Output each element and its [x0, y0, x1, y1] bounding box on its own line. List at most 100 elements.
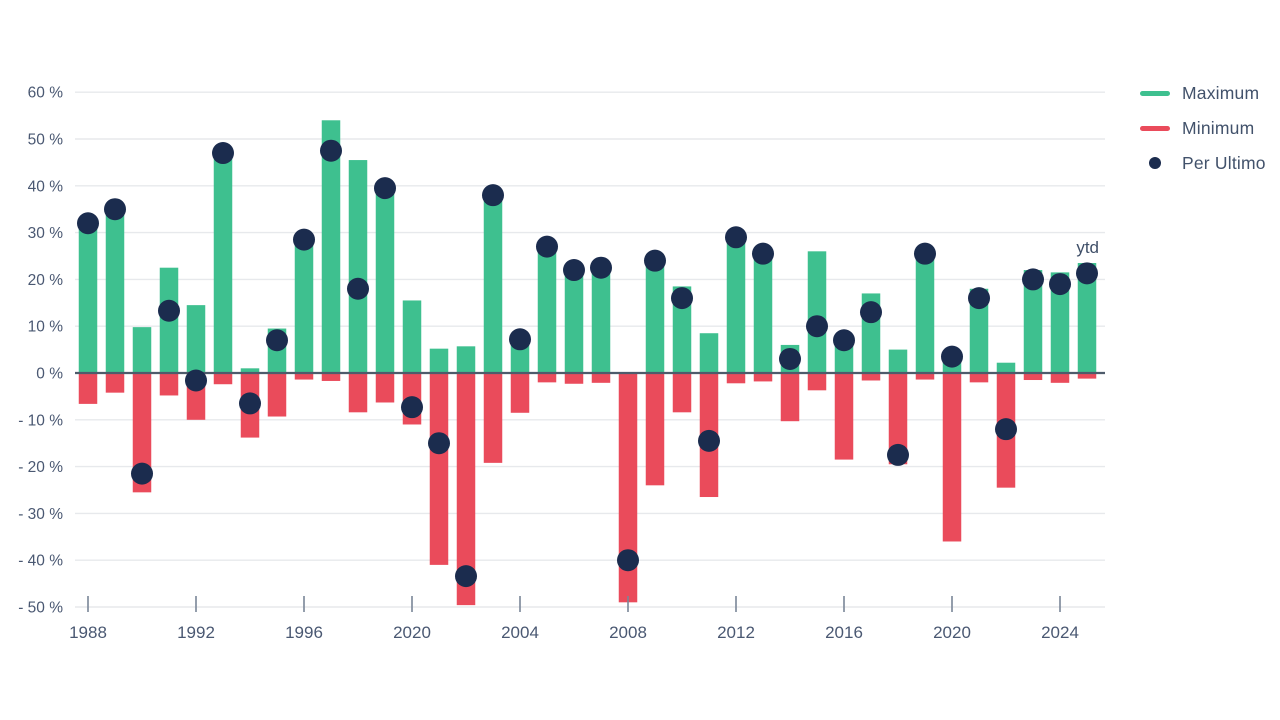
per-ultimo-dot-2005[interactable]	[536, 235, 558, 258]
max-bar-2007[interactable]	[591, 265, 611, 373]
min-bar-2003[interactable]	[483, 373, 503, 463]
per-ultimo-dot-1994[interactable]	[239, 392, 261, 415]
min-bar-1990[interactable]	[132, 373, 152, 493]
max-bar-2000[interactable]	[402, 300, 422, 373]
min-bar-2010[interactable]	[672, 373, 692, 413]
min-bar-1999[interactable]	[375, 373, 395, 403]
per-ultimo-dot-2025[interactable]	[1076, 262, 1098, 285]
per-ultimo-dot-2024[interactable]	[1049, 273, 1071, 296]
max-bar-2022[interactable]	[996, 362, 1016, 373]
per-ultimo-dot-2020[interactable]	[941, 345, 963, 368]
per-ultimo-dot-2010[interactable]	[671, 287, 693, 310]
max-bar-2019[interactable]	[915, 251, 935, 373]
min-bar-2005[interactable]	[537, 373, 557, 383]
min-bar-2025[interactable]	[1077, 373, 1097, 379]
min-bar-2008[interactable]	[618, 373, 638, 603]
max-bar-1997[interactable]	[321, 120, 341, 373]
max-bar-2015[interactable]	[807, 251, 827, 373]
max-bar-1998[interactable]	[348, 160, 368, 373]
per-ultimo-dot-2016[interactable]	[833, 329, 855, 352]
per-ultimo-dot-2022[interactable]	[995, 418, 1017, 441]
per-ultimo-dot-2023[interactable]	[1022, 268, 1044, 291]
max-bar-1994[interactable]	[240, 368, 260, 373]
min-bar-2012[interactable]	[726, 373, 746, 384]
per-ultimo-dot-1998[interactable]	[347, 277, 369, 300]
max-bar-2011[interactable]	[699, 333, 719, 373]
max-bar-1988[interactable]	[78, 220, 98, 373]
min-bar-2017[interactable]	[861, 373, 881, 381]
legend-item-maximum[interactable]: Maximum	[1140, 82, 1266, 104]
min-bar-1988[interactable]	[78, 373, 98, 404]
min-bar-2018[interactable]	[888, 373, 908, 465]
max-bar-2001[interactable]	[429, 348, 449, 373]
max-bar-2025[interactable]	[1077, 263, 1097, 373]
max-bar-2023[interactable]	[1023, 270, 1043, 373]
per-ultimo-dot-2015[interactable]	[806, 315, 828, 338]
per-ultimo-dot-2007[interactable]	[590, 256, 612, 279]
max-bar-2021[interactable]	[969, 288, 989, 373]
per-ultimo-dot-1990[interactable]	[131, 462, 153, 485]
min-bar-1998[interactable]	[348, 373, 368, 413]
per-ultimo-dot-1995[interactable]	[266, 329, 288, 352]
per-ultimo-dot-2000[interactable]	[401, 396, 423, 419]
per-ultimo-dot-2006[interactable]	[563, 259, 585, 282]
per-ultimo-dot-2002[interactable]	[455, 565, 477, 588]
per-ultimo-dot-2009[interactable]	[644, 249, 666, 272]
min-bar-1995[interactable]	[267, 373, 287, 417]
min-bar-2024[interactable]	[1050, 373, 1070, 383]
max-bar-1992[interactable]	[186, 305, 206, 373]
per-ultimo-dot-2012[interactable]	[725, 226, 747, 249]
min-bar-2015[interactable]	[807, 373, 827, 391]
legend-item-per-ultimo[interactable]: Per Ultimo	[1140, 152, 1266, 174]
max-bar-2006[interactable]	[564, 267, 584, 373]
min-bar-1989[interactable]	[105, 373, 125, 393]
min-bar-2016[interactable]	[834, 373, 854, 460]
min-bar-2007[interactable]	[591, 373, 611, 383]
per-ultimo-dot-1999[interactable]	[374, 177, 396, 200]
min-bar-1993[interactable]	[213, 373, 233, 385]
legend-item-minimum[interactable]: Minimum	[1140, 117, 1266, 139]
per-ultimo-dot-2004[interactable]	[509, 328, 531, 351]
min-bar-2019[interactable]	[915, 373, 935, 380]
max-bar-2024[interactable]	[1050, 272, 1070, 373]
per-ultimo-dot-1996[interactable]	[293, 228, 315, 251]
per-ultimo-dot-1992[interactable]	[185, 369, 207, 392]
max-bar-2013[interactable]	[753, 251, 773, 373]
per-ultimo-dot-2003[interactable]	[482, 184, 504, 207]
min-bar-1997[interactable]	[321, 373, 341, 381]
max-bar-1989[interactable]	[105, 206, 125, 373]
min-bar-1991[interactable]	[159, 373, 179, 396]
per-ultimo-dot-2013[interactable]	[752, 242, 774, 265]
per-ultimo-dot-2011[interactable]	[698, 429, 720, 452]
per-ultimo-dot-1988[interactable]	[77, 212, 99, 235]
per-ultimo-dot-2008[interactable]	[617, 549, 639, 572]
per-ultimo-dot-1993[interactable]	[212, 142, 234, 165]
max-bar-2009[interactable]	[645, 260, 665, 373]
max-bar-1996[interactable]	[294, 234, 314, 373]
per-ultimo-dot-2021[interactable]	[968, 287, 990, 310]
per-ultimo-dot-1989[interactable]	[104, 198, 126, 221]
per-ultimo-dot-2014[interactable]	[779, 347, 801, 370]
max-bar-1990[interactable]	[132, 327, 152, 373]
max-bar-2003[interactable]	[483, 192, 503, 373]
max-bar-1993[interactable]	[213, 153, 233, 373]
max-bar-2012[interactable]	[726, 234, 746, 373]
min-bar-2002[interactable]	[456, 373, 476, 606]
min-bar-2001[interactable]	[429, 373, 449, 565]
min-bar-2014[interactable]	[780, 373, 800, 422]
min-bar-2020[interactable]	[942, 373, 962, 542]
max-bar-2002[interactable]	[456, 346, 476, 373]
per-ultimo-dot-2017[interactable]	[860, 301, 882, 324]
min-bar-2023[interactable]	[1023, 373, 1043, 381]
min-bar-1996[interactable]	[294, 373, 314, 380]
min-bar-2021[interactable]	[969, 373, 989, 383]
max-bar-1999[interactable]	[375, 185, 395, 373]
per-ultimo-dot-1991[interactable]	[158, 299, 180, 322]
per-ultimo-dot-2001[interactable]	[428, 432, 450, 455]
max-bar-2018[interactable]	[888, 349, 908, 373]
max-bar-2005[interactable]	[537, 246, 557, 373]
min-bar-2009[interactable]	[645, 373, 665, 486]
per-ultimo-dot-2019[interactable]	[914, 242, 936, 265]
min-bar-2013[interactable]	[753, 373, 773, 382]
per-ultimo-dot-1997[interactable]	[320, 139, 342, 162]
